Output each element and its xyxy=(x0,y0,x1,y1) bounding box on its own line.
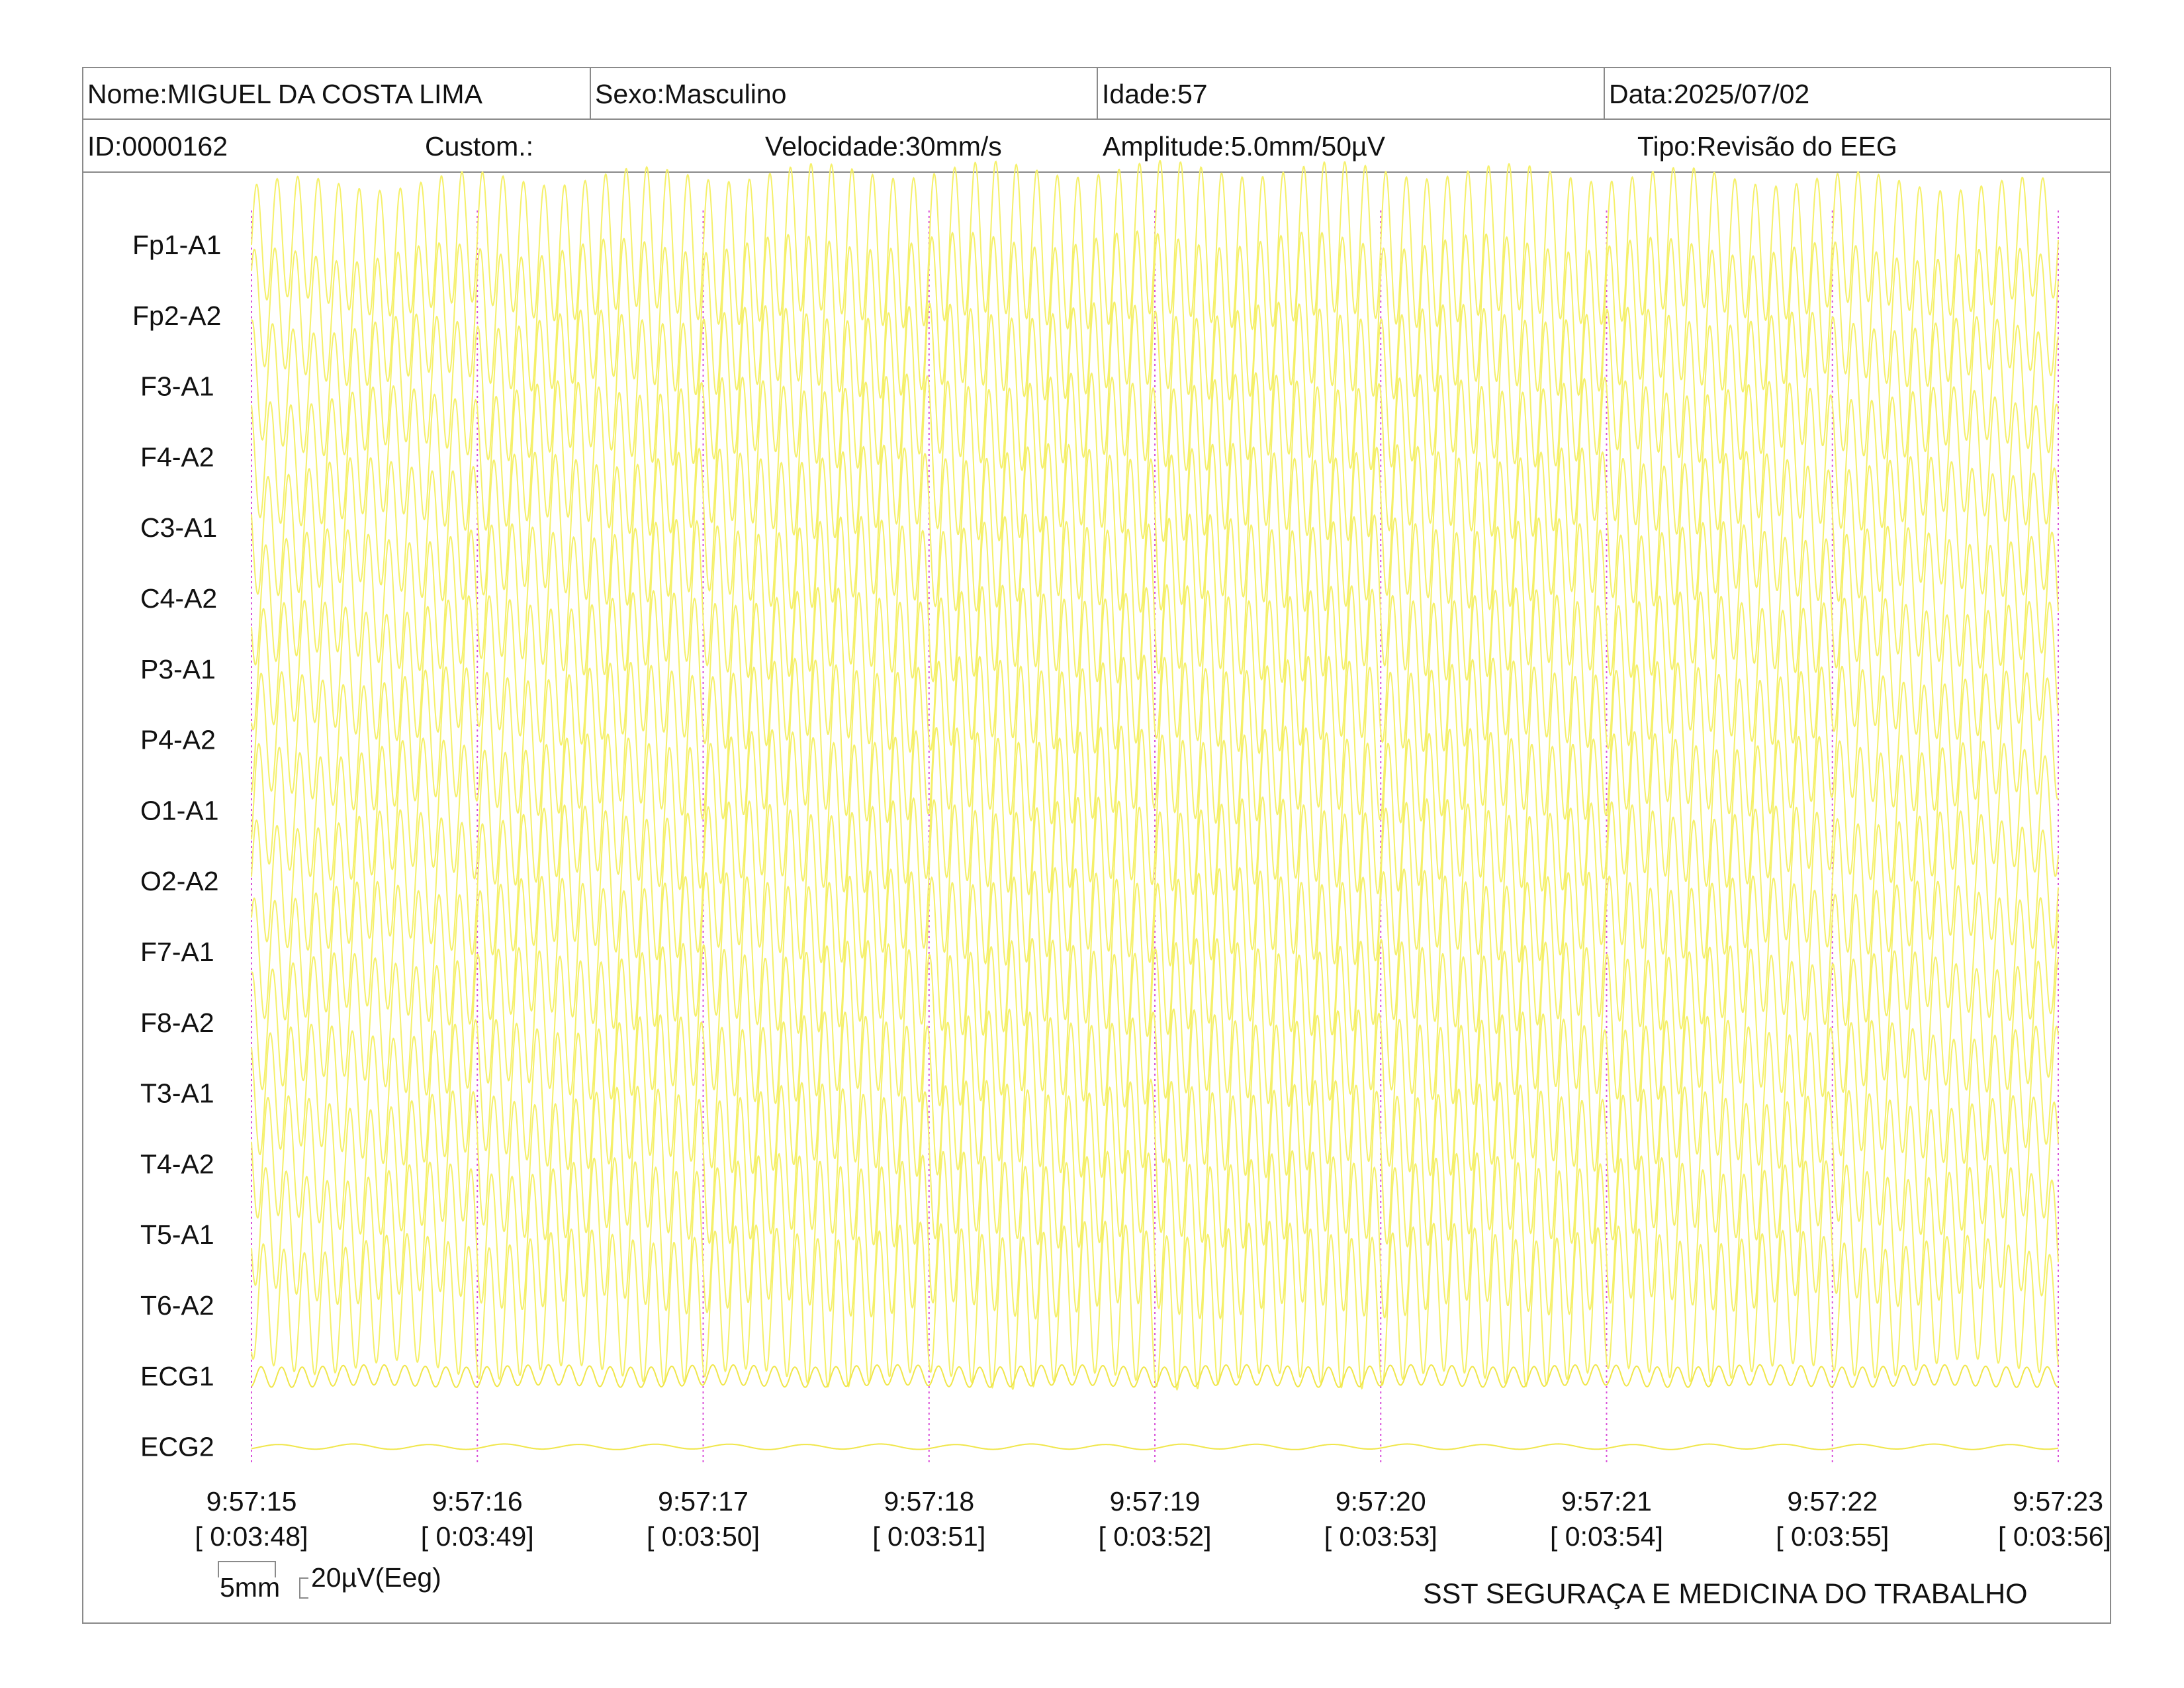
channel-label: P4-A2 xyxy=(140,725,216,755)
amplitude-setting: Amplitude:5.0mm/50µV xyxy=(1103,131,1385,162)
tick-time: 9:57:16 xyxy=(432,1486,523,1517)
patient-name: Nome:MIGUEL DA COSTA LIMA xyxy=(83,68,591,118)
trace-f8-a2 xyxy=(251,937,2059,1108)
tick-elapsed: [ 0:03:56] xyxy=(1998,1521,2111,1552)
header-row-1: Nome:MIGUEL DA COSTA LIMA Sexo:Masculino… xyxy=(83,68,2110,120)
tick-time: 9:57:17 xyxy=(658,1486,749,1517)
channel-label: F7-A1 xyxy=(140,937,214,967)
trace-t5-a1 xyxy=(251,1149,2059,1320)
scale-bar-5mm xyxy=(217,1559,277,1579)
patient-sex: Sexo:Masculino xyxy=(591,68,1098,118)
header-row-2: ID:0000162 Custom.: Velocidade:30mm/s Am… xyxy=(83,120,2110,173)
tick-time: 9:57:18 xyxy=(884,1486,974,1517)
scale-mm-label: 5mm xyxy=(220,1572,281,1603)
trace-c3-a1 xyxy=(251,442,2059,613)
tick-time: 9:57:20 xyxy=(1336,1486,1426,1517)
patient-age: Idade:57 xyxy=(1098,68,1605,118)
exam-date: Data:2025/07/02 xyxy=(1609,79,1810,109)
tick-elapsed: [ 0:03:55] xyxy=(1776,1521,1889,1552)
channel-label: ECG1 xyxy=(140,1361,214,1391)
channel-label: T5-A1 xyxy=(140,1219,214,1250)
tick-time: 9:57:22 xyxy=(1787,1486,1878,1517)
channel-label: F4-A2 xyxy=(140,442,214,472)
channel-label: O2-A2 xyxy=(140,866,219,896)
tick-elapsed: [ 0:03:53] xyxy=(1324,1521,1437,1552)
tick-elapsed: [ 0:03:48] xyxy=(195,1521,308,1552)
channel-label: F8-A2 xyxy=(140,1008,214,1038)
tick-elapsed: [ 0:03:50] xyxy=(647,1521,760,1552)
trace-t3-a1 xyxy=(251,1008,2059,1179)
channel-label: Fp2-A2 xyxy=(132,301,221,331)
channel-label: F3-A1 xyxy=(140,371,214,402)
channel-label: C3-A1 xyxy=(140,512,217,543)
trace-f7-a1 xyxy=(251,867,2059,1037)
custom-field: Custom.: xyxy=(425,131,534,162)
trace-p3-a1 xyxy=(251,584,2059,755)
channel-labels: Fp1-A1 Fp2-A2 F3-A1 F4-A2 C3-A1 C4-A2 P3-A1 P4-… xyxy=(132,230,221,1462)
trace-t6-a2 xyxy=(251,1220,2059,1391)
speed-setting: Velocidade:30mm/s xyxy=(765,131,1002,162)
tick-elapsed: [ 0:03:49] xyxy=(421,1521,534,1552)
trace-fp2-a2 xyxy=(251,230,2059,401)
channel-label: ECG2 xyxy=(140,1432,214,1462)
channel-label: O1-A1 xyxy=(140,795,219,825)
scale-uv-label: 20µV(Eeg) xyxy=(311,1562,441,1593)
clinic-name: SST SEGURAÇA E MEDICINA DO TRABALHO xyxy=(1423,1578,2028,1610)
channel-label: T3-A1 xyxy=(140,1078,214,1109)
trace-c4-a2 xyxy=(251,513,2059,684)
channel-traces xyxy=(251,160,2059,1450)
eeg-report: Nome:MIGUEL DA COSTA LIMA Sexo:Masculino… xyxy=(82,67,2111,1624)
tick-elapsed: [ 0:03:52] xyxy=(1099,1521,1212,1552)
tick-time: 9:57:15 xyxy=(206,1486,297,1517)
tick-elapsed: [ 0:03:54] xyxy=(1550,1521,1663,1552)
trace-ecg2 xyxy=(251,1443,2059,1450)
trace-p4-a2 xyxy=(251,654,2059,825)
trace-t4-a2 xyxy=(251,1078,2059,1249)
trace-f4-a2 xyxy=(251,372,2059,543)
scale-uv-marker xyxy=(299,1577,308,1599)
tick-time: 9:57:23 xyxy=(2013,1486,2103,1517)
trace-ecg1 xyxy=(251,1364,2059,1388)
channel-label: P3-A1 xyxy=(140,654,216,684)
trace-o1-a1 xyxy=(251,725,2059,896)
patient-id: ID:0000162 xyxy=(87,131,228,162)
tick-time: 9:57:21 xyxy=(1561,1486,1652,1517)
channel-label: T4-A2 xyxy=(140,1149,214,1179)
tick-time: 9:57:19 xyxy=(1110,1486,1201,1517)
time-tick-labels: 9:57:15 [ 0:03:48] 9:57:16 [ 0:03:49] 9:57:1… xyxy=(195,1486,2111,1552)
channel-label: C4-A2 xyxy=(140,583,217,614)
trace-o2-a2 xyxy=(251,796,2059,967)
channel-label: T6-A2 xyxy=(140,1290,214,1321)
trace-f3-a1 xyxy=(251,301,2059,472)
exam-type: Tipo:Revisão do EEG xyxy=(1637,131,1897,162)
trace-fp1-a1 xyxy=(251,160,2059,330)
channel-label: Fp1-A1 xyxy=(132,230,221,260)
tick-elapsed: [ 0:03:51] xyxy=(872,1521,985,1552)
